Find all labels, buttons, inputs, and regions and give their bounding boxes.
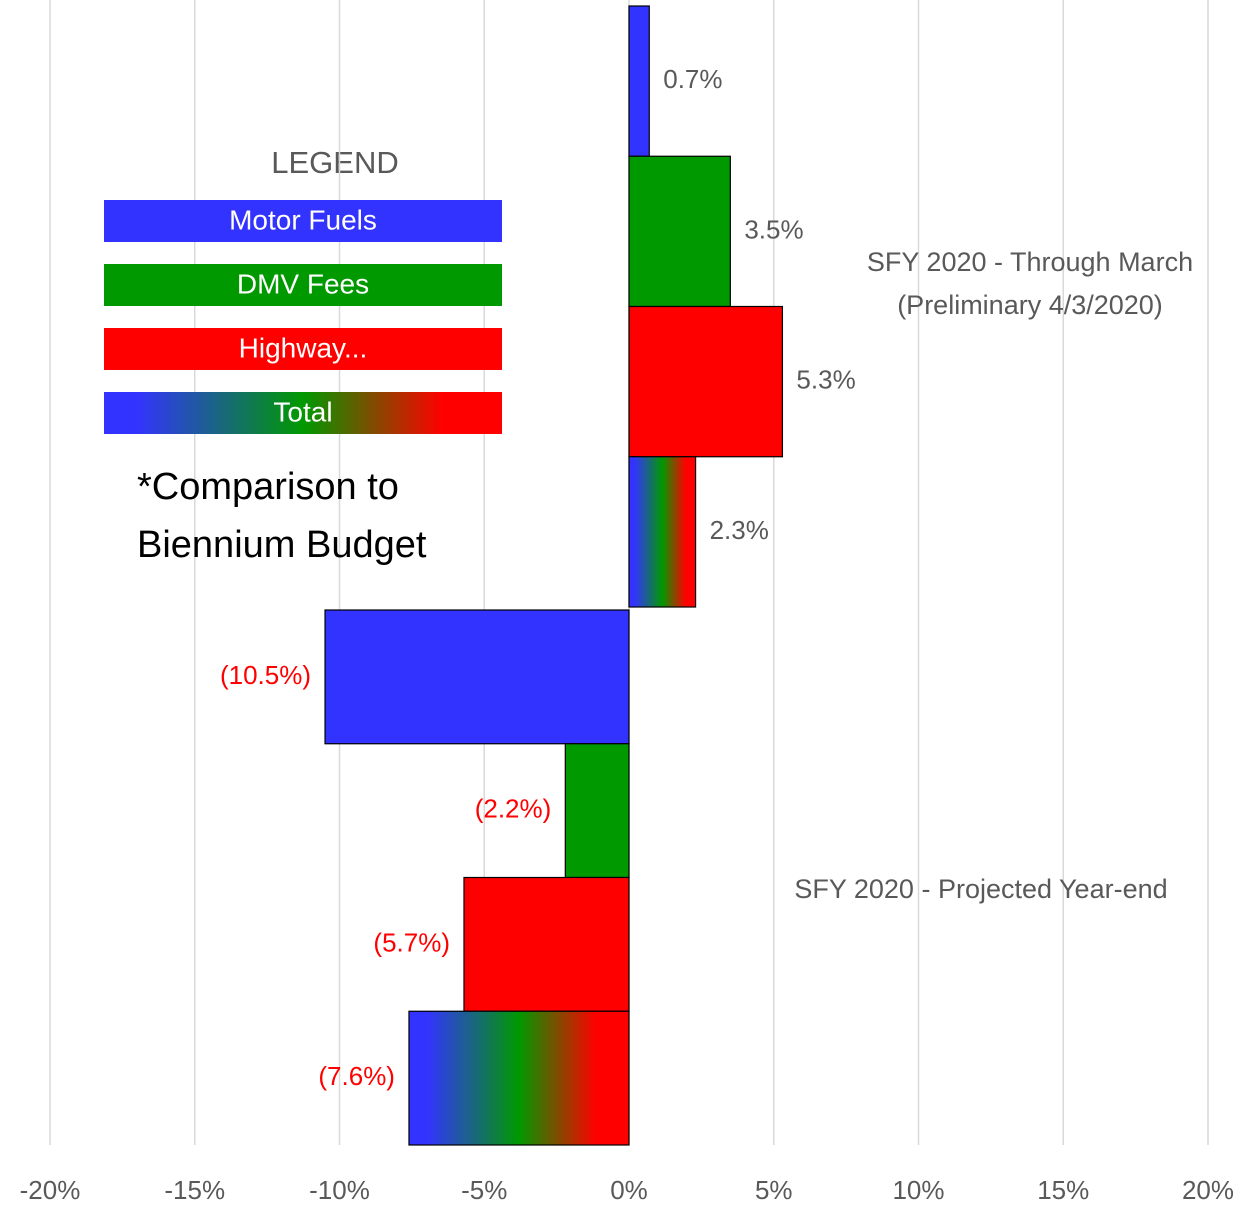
x-tick-label: -20% <box>20 1175 81 1205</box>
x-tick-label: -10% <box>309 1175 370 1205</box>
legend-title: LEGEND <box>271 145 398 180</box>
value-label: 3.5% <box>744 214 803 244</box>
bar <box>628 456 697 608</box>
legend-label: Motor Fuels <box>229 204 377 235</box>
x-tick-label: -15% <box>164 1175 225 1205</box>
annotation: *Comparison to Biennium Budget <box>137 466 427 566</box>
legend-label: Highway... <box>239 332 368 363</box>
legend-label: DMV Fees <box>237 268 369 299</box>
x-tick-label: 10% <box>892 1175 944 1205</box>
x-tick-label: 15% <box>1037 1175 1089 1205</box>
value-label: 0.7% <box>663 64 722 94</box>
value-label: (2.2%) <box>475 794 552 824</box>
bar <box>408 1010 630 1146</box>
bar <box>324 609 630 745</box>
value-label: 2.3% <box>710 515 769 545</box>
bar <box>463 876 630 1012</box>
legend-swatch <box>104 392 502 434</box>
x-tick-label: -5% <box>461 1175 507 1205</box>
bar <box>628 155 731 308</box>
value-label: (10.5%) <box>220 660 311 690</box>
x-tick-label: 5% <box>755 1175 793 1205</box>
x-tick-label: 0% <box>610 1175 648 1205</box>
legend-swatch <box>104 328 502 370</box>
x-tick-label: 20% <box>1182 1175 1234 1205</box>
bar <box>628 305 784 458</box>
value-label: 5.3% <box>796 365 855 395</box>
bar <box>628 5 650 157</box>
legend-label: Total <box>273 396 332 427</box>
value-label: (7.6%) <box>318 1061 395 1091</box>
legend-swatch <box>104 200 502 242</box>
bar <box>564 743 630 879</box>
value-label: (5.7%) <box>373 927 450 957</box>
category-label: SFY 2020 - Through March (Preliminary 4/… <box>866 247 1194 320</box>
legend-swatch <box>104 264 502 306</box>
category-label: SFY 2020 - Projected Year-end <box>794 874 1168 904</box>
